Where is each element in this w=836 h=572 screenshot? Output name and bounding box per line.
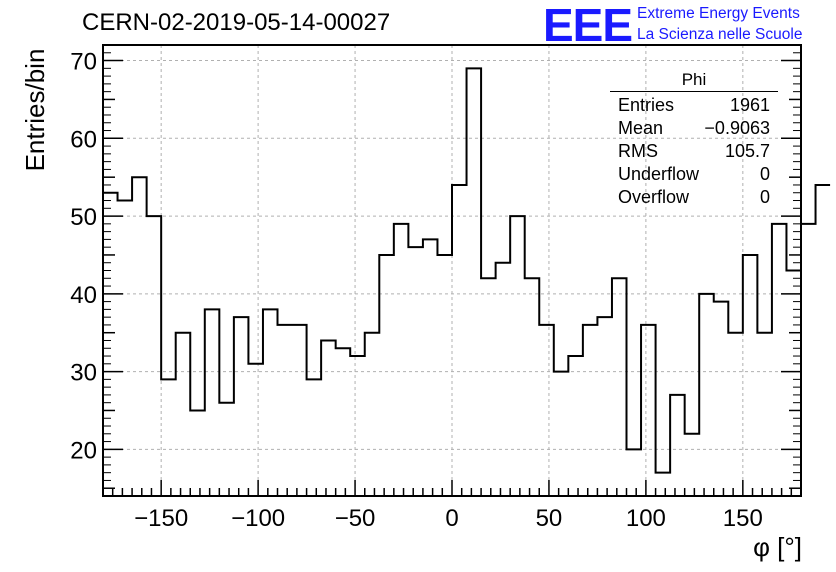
x-tick-label: 50 bbox=[536, 505, 563, 532]
stats-row: Entries 1961 bbox=[610, 94, 778, 117]
logo-line-1: Extreme Energy Events bbox=[637, 5, 800, 22]
stats-value: −0.9063 bbox=[704, 118, 770, 138]
stats-value: 1961 bbox=[729, 95, 770, 115]
stats-row: Overflow 0 bbox=[610, 186, 778, 209]
y-tick-label: 40 bbox=[70, 282, 97, 309]
eee-logo: EEE bbox=[543, 0, 633, 51]
stats-box: Phi Entries 1961 Mean −0.9063 RMS 105.7 Und… bbox=[610, 70, 778, 209]
tick-labels: −150 −100 −50 0 50 100 150 20 30 40 50 60 70 bbox=[70, 49, 763, 532]
stats-row: Underflow 0 bbox=[610, 163, 778, 186]
stats-value: 0 bbox=[759, 164, 770, 184]
stats-title: Phi bbox=[610, 70, 778, 92]
chart-title: CERN-02-2019-05-14-00027 bbox=[82, 9, 391, 36]
logo-line-2: La Scienza nelle Scuole bbox=[637, 26, 803, 43]
stats-value: 105.7 bbox=[724, 141, 770, 161]
axis-ticks bbox=[103, 52, 801, 496]
histogram-series bbox=[103, 67, 831, 474]
stats-label: Entries bbox=[618, 95, 675, 115]
stats-row: Mean −0.9063 bbox=[610, 117, 778, 140]
logo-text: Extreme Energy Events La Scienza nelle S… bbox=[637, 3, 802, 45]
x-tick-label: 0 bbox=[445, 505, 458, 532]
stats-row: RMS 105.7 bbox=[610, 140, 778, 163]
x-tick-label: −100 bbox=[231, 505, 285, 532]
y-tick-label: 60 bbox=[70, 126, 97, 153]
x-tick-label: −150 bbox=[134, 505, 188, 532]
stats-label: Overflow bbox=[618, 187, 690, 207]
y-tick-label: 50 bbox=[70, 204, 97, 231]
stats-label: Underflow bbox=[618, 164, 700, 184]
x-tick-label: −50 bbox=[335, 505, 376, 532]
x-axis-label: φ [°] bbox=[753, 532, 802, 562]
stats-value: 0 bbox=[759, 187, 770, 207]
y-tick-label: 20 bbox=[70, 437, 97, 464]
x-tick-label: 100 bbox=[626, 505, 666, 532]
y-tick-label: 70 bbox=[70, 49, 97, 76]
y-tick-label: 30 bbox=[70, 360, 97, 387]
stats-label: RMS bbox=[618, 141, 658, 161]
y-axis-label: Entries/bin bbox=[20, 48, 50, 172]
x-tick-label: 150 bbox=[723, 505, 763, 532]
stats-label: Mean bbox=[618, 118, 664, 138]
